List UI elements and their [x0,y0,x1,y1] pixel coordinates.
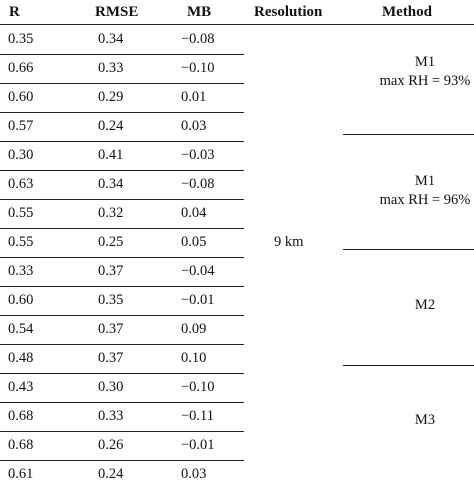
row-divider [0,431,244,432]
header-mb: MB [187,4,212,20]
method-divider-3 [343,365,474,366]
row-divider [0,460,244,461]
cell-rmse: 0.35 [98,292,124,308]
cell-mb: −0.01 [181,292,215,308]
cell-mb: −0.01 [181,437,215,453]
cell-rmse: 0.41 [98,147,124,163]
cell-r: 0.57 [8,118,34,134]
cell-rmse: 0.37 [98,350,124,366]
method-name: M3 [414,412,436,428]
cell-rmse: 0.34 [98,176,124,192]
cell-rmse: 0.37 [98,321,124,337]
row-divider [0,286,244,287]
cell-r: 0.54 [8,321,34,337]
method-m1-93: M1 max RH = 93% [345,53,474,91]
header-resolution: Resolution [254,4,323,20]
row-divider [0,373,244,374]
header-r: R [9,4,20,20]
cell-rmse: 0.33 [98,408,124,424]
cell-mb: −0.04 [181,263,215,279]
row-divider [0,315,244,316]
cell-rmse: 0.34 [98,31,124,47]
cell-mb: −0.08 [181,31,215,47]
row-divider [0,112,244,113]
cell-r: 0.68 [8,437,34,453]
row-divider [0,199,244,200]
row-divider [0,257,244,258]
cell-r: 0.61 [8,466,34,482]
cell-mb: 0.01 [181,89,207,105]
cell-r: 0.33 [8,263,34,279]
cell-r: 0.63 [8,176,34,192]
method-name: M1 [414,54,436,70]
cell-mb: −0.11 [181,408,215,424]
cell-r: 0.55 [8,234,34,250]
cell-rmse: 0.24 [98,118,124,134]
resolution-value: 9 km [274,234,304,250]
method-detail: max RH = 96% [379,192,471,208]
cell-r: 0.60 [8,292,34,308]
cell-mb: 0.03 [181,466,207,482]
row-divider [0,344,244,345]
method-detail: max RH = 93% [379,73,471,89]
row-divider [0,83,244,84]
cell-mb: 0.03 [181,118,207,134]
cell-r: 0.60 [8,89,34,105]
method-name: M2 [414,297,436,313]
method-m2: M2 [345,296,474,315]
header-rule [0,24,474,25]
row-divider [0,170,244,171]
cell-rmse: 0.32 [98,205,124,221]
method-m3: M3 [345,411,474,430]
cell-mb: 0.05 [181,234,207,250]
cell-rmse: 0.33 [98,60,124,76]
cell-rmse: 0.37 [98,263,124,279]
cell-r: 0.43 [8,379,34,395]
method-m1-96: M1 max RH = 96% [345,172,474,210]
row-divider [0,54,244,55]
cell-mb: 0.10 [181,350,207,366]
cell-mb: −0.10 [181,379,215,395]
cell-rmse: 0.24 [98,466,124,482]
cell-r: 0.66 [8,60,34,76]
row-divider [0,141,244,142]
row-divider [0,228,244,229]
cell-mb: −0.03 [181,147,215,163]
cell-mb: 0.09 [181,321,207,337]
cell-mb: −0.10 [181,60,215,76]
cell-rmse: 0.26 [98,437,124,453]
method-name: M1 [414,173,436,189]
cell-mb: −0.08 [181,176,215,192]
cell-r: 0.48 [8,350,34,366]
header-rmse: RMSE [95,4,139,20]
cell-mb: 0.04 [181,205,207,221]
cell-rmse: 0.25 [98,234,124,250]
row-divider [0,402,244,403]
cell-r: 0.68 [8,408,34,424]
cell-r: 0.30 [8,147,34,163]
method-divider-1 [343,134,474,135]
cell-rmse: 0.29 [98,89,124,105]
header-method: Method [382,4,432,20]
cell-r: 0.35 [8,31,34,47]
cell-rmse: 0.30 [98,379,124,395]
method-divider-2 [343,249,474,250]
cell-r: 0.55 [8,205,34,221]
